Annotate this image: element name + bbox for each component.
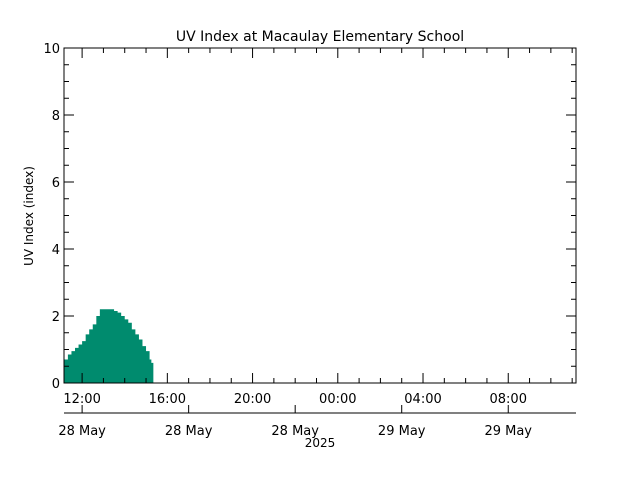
date-label: 29 May <box>378 424 426 439</box>
date-label: 28 May <box>58 424 106 439</box>
date-label: 28 May <box>271 424 319 439</box>
y-axis-label: UV Index (index) <box>22 166 36 266</box>
x-tick-label: 04:00 <box>404 392 441 407</box>
x-tick-label: 20:00 <box>234 392 271 407</box>
y-tick-label: 10 <box>43 42 60 57</box>
y-tick-label: 8 <box>52 109 60 124</box>
date-label: 28 May <box>165 424 213 439</box>
chart-title: UV Index at Macaulay Elementary School <box>176 29 464 45</box>
plot-frame <box>63 47 577 384</box>
date-label: 29 May <box>484 424 532 439</box>
x-tick-label: 12:00 <box>63 392 100 407</box>
year-label: 2025 <box>305 436 336 450</box>
x-tick-label: 16:00 <box>149 392 186 407</box>
uv-index-area <box>63 309 154 383</box>
x-tick-label: 08:00 <box>490 392 527 407</box>
y-tick-label: 0 <box>52 377 60 392</box>
y-tick-label: 2 <box>52 310 60 325</box>
y-tick-label: 4 <box>52 243 60 258</box>
x-tick-label: 00:00 <box>319 392 356 407</box>
y-tick-label: 6 <box>52 176 60 191</box>
